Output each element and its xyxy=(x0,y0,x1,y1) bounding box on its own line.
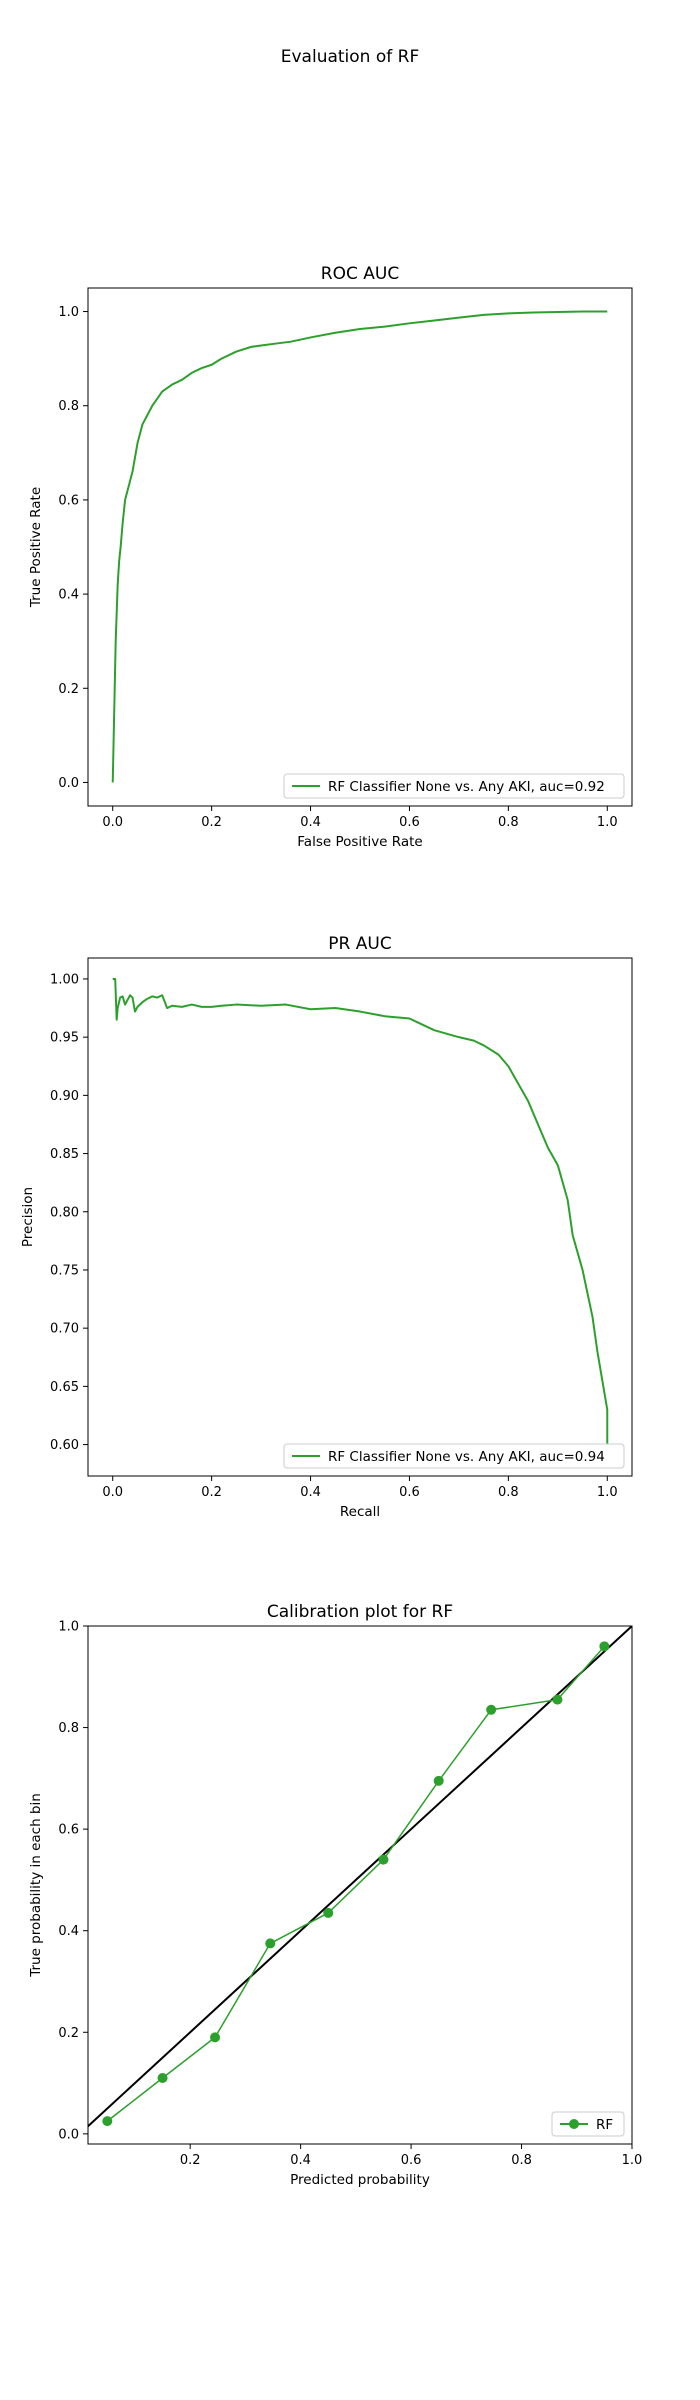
roc-x-axis-label: False Positive Rate xyxy=(297,834,422,850)
pr-x-tick-label: 0.8 xyxy=(498,1485,519,1500)
calibration-plot-frame xyxy=(87,1625,633,2145)
pr-legend-box xyxy=(283,1443,625,1469)
pr-x-tick-label: 0.0 xyxy=(102,1485,123,1500)
roc-y-tick-label: 0.2 xyxy=(58,682,79,697)
roc-x-tick-label: 0.6 xyxy=(399,815,420,830)
pr-plot-frame xyxy=(87,957,633,1477)
roc-y-tick-label: 0.8 xyxy=(58,399,79,414)
pr-y-tick-label: 0.60 xyxy=(50,1438,79,1453)
calibration-chart-title: Calibration plot for RF xyxy=(267,1602,453,1622)
calibration-perfect-calibration-line xyxy=(88,1626,632,2128)
calibration-legend-label: RF xyxy=(596,2117,613,2133)
calibration-x-tick-label: 0.4 xyxy=(290,2153,311,2168)
pr-auc-chart: PR AUC 0.0 0.2 0.4 0.6 0.8 1.0 0.60 0.65 0.70 0.75… xyxy=(20,934,633,1520)
roc-auc-chart: ROC AUC 0.0 0.2 0.4 0.6 0.8 1.0 0.0 0.2 0.4 0.6 0.8… xyxy=(28,264,633,850)
calibration-y-tick-label: 1.0 xyxy=(58,1620,79,1635)
figure-title: Evaluation of RF xyxy=(281,47,419,67)
calibration-x-tick-label: 1.0 xyxy=(622,2153,643,2168)
pr-x-tick-label: 0.2 xyxy=(201,1485,222,1500)
calibration-y-axis-label: True probability in each bin xyxy=(28,1793,44,1978)
calibration-x-tick-label: 0.2 xyxy=(180,2153,201,2168)
roc-plot-frame xyxy=(87,287,633,807)
calibration-data-point xyxy=(433,1775,444,1786)
pr-y-tick-label: 0.80 xyxy=(50,1205,79,1220)
calibration-y-tick-label: 0.4 xyxy=(58,1924,79,1939)
calibration-x-axis-label: Predicted probability xyxy=(290,2172,430,2188)
calibration-data-point xyxy=(486,1704,497,1715)
roc-series-line xyxy=(111,310,608,783)
calibration-data-point xyxy=(157,2072,168,2083)
roc-x-tick-label: 1.0 xyxy=(597,815,618,830)
calibration-data-point xyxy=(552,1694,563,1705)
pr-y-tick-label: 0.70 xyxy=(50,1322,79,1337)
pr-y-tick-label: 0.65 xyxy=(50,1380,79,1395)
roc-legend: RF Classifier None vs. Any AKI, auc=0.92 xyxy=(283,773,625,799)
roc-y-tick-label: 0.0 xyxy=(58,776,79,791)
pr-x-tick-label: 1.0 xyxy=(597,1485,618,1500)
calibration-x-tick-label: 0.8 xyxy=(511,2153,532,2168)
pr-y-tick-label: 1.00 xyxy=(50,972,79,987)
calibration-data-point xyxy=(265,1938,276,1949)
calibration-legend: RF xyxy=(551,2111,625,2137)
roc-legend-label: RF Classifier None vs. Any AKI, auc=0.92 xyxy=(328,779,605,795)
calibration-chart: Calibration plot for RF 0.2 0.4 0.6 0.8 1.0 0.… xyxy=(28,1602,642,2188)
calibration-legend-marker xyxy=(569,2119,579,2129)
roc-legend-box xyxy=(283,773,625,799)
roc-y-tick-label: 0.6 xyxy=(58,493,79,508)
roc-y-axis-label: True Positive Rate xyxy=(28,487,44,608)
calibration-y-tick-label: 0.0 xyxy=(58,2127,79,2142)
calibration-series-line xyxy=(106,1645,605,2122)
pr-y-tick-label: 0.95 xyxy=(50,1031,79,1046)
pr-y-axis-label: Precision xyxy=(20,1187,36,1247)
calibration-y-tick-label: 0.2 xyxy=(58,2026,79,2041)
calibration-x-tick-label: 0.6 xyxy=(401,2153,422,2168)
pr-x-tick-label: 0.4 xyxy=(300,1485,321,1500)
pr-series-line xyxy=(112,977,609,1445)
calibration-data-point xyxy=(210,2032,221,2043)
pr-legend-label: RF Classifier None vs. Any AKI, auc=0.94 xyxy=(328,1449,605,1465)
calibration-y-tick-label: 0.6 xyxy=(58,1823,79,1838)
roc-x-tick-label: 0.0 xyxy=(102,815,123,830)
calibration-y-tick-label: 0.8 xyxy=(58,1721,79,1736)
calibration-data-point xyxy=(599,1641,610,1652)
pr-y-tick-label: 0.85 xyxy=(50,1147,79,1162)
roc-x-tick-label: 0.4 xyxy=(300,815,321,830)
roc-y-tick-label: 1.0 xyxy=(58,305,79,320)
calibration-data-point xyxy=(102,2116,113,2127)
roc-x-tick-label: 0.8 xyxy=(498,815,519,830)
pr-y-tick-label: 0.75 xyxy=(50,1263,79,1278)
pr-y-tick-label: 0.90 xyxy=(50,1089,79,1104)
pr-legend: RF Classifier None vs. Any AKI, auc=0.94 xyxy=(283,1443,625,1469)
pr-x-axis-label: Recall xyxy=(340,1504,380,1520)
pr-x-tick-label: 0.6 xyxy=(399,1485,420,1500)
calibration-data-point xyxy=(323,1907,334,1918)
roc-x-tick-label: 0.2 xyxy=(201,815,222,830)
calibration-data-point xyxy=(378,1854,389,1865)
roc-chart-title: ROC AUC xyxy=(321,264,399,284)
roc-y-tick-label: 0.4 xyxy=(58,588,79,603)
pr-chart-title: PR AUC xyxy=(328,934,391,954)
